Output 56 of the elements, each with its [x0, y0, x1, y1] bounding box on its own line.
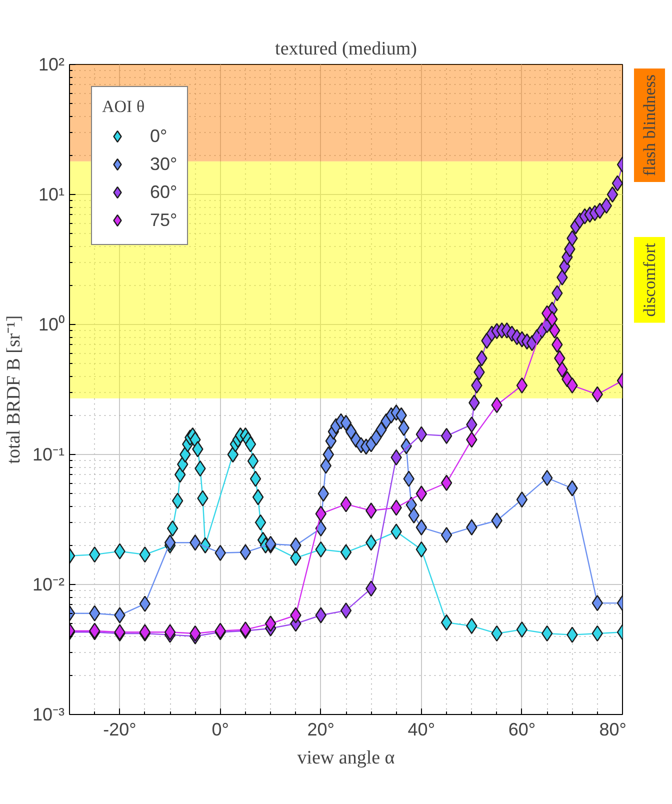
- x-tick-label: 60°: [508, 720, 536, 740]
- point: [541, 470, 553, 486]
- point: [416, 426, 428, 442]
- point: [254, 514, 266, 531]
- point: [541, 625, 553, 642]
- x-tick-label: 80°: [599, 720, 627, 740]
- point: [172, 492, 184, 509]
- point: [440, 428, 452, 444]
- chart-title: textured (medium): [275, 38, 417, 60]
- legend-label: 30°: [150, 154, 178, 174]
- point: [440, 614, 452, 631]
- point: [345, 424, 357, 440]
- point: [440, 526, 452, 544]
- x-axis-title: view angle α: [297, 748, 395, 768]
- y-axis-title: total BRDF B [sr⁻¹]: [3, 315, 24, 464]
- band-label: flash blindness: [640, 74, 659, 176]
- point: [340, 544, 352, 560]
- y-tick-label: 10⁻²: [32, 574, 65, 594]
- y-tick-label: 10⁻¹: [32, 444, 65, 464]
- x-tick-label: -20°: [103, 720, 136, 740]
- point: [416, 541, 428, 558]
- point: [139, 596, 151, 612]
- y-tick-label: 10⁻³: [32, 704, 65, 724]
- legend-label: 60°: [150, 182, 178, 202]
- point: [139, 546, 151, 563]
- point: [600, 198, 612, 214]
- x-tick-label: 0°: [212, 720, 229, 740]
- point: [440, 474, 452, 491]
- point: [340, 602, 352, 619]
- point: [416, 519, 428, 536]
- x-tick-label: 40°: [408, 720, 436, 740]
- point: [264, 616, 276, 632]
- point: [416, 486, 428, 502]
- y-tick-label: 10²: [38, 54, 65, 74]
- point: [240, 544, 252, 560]
- point: [322, 446, 334, 463]
- point: [516, 621, 528, 638]
- y-tick-label: 10¹: [38, 184, 65, 204]
- point: [340, 414, 352, 432]
- legend-label: 75°: [150, 210, 178, 230]
- point: [340, 496, 352, 512]
- point: [252, 489, 264, 506]
- legend-title: AOI θ: [102, 97, 146, 117]
- point: [164, 624, 176, 640]
- point: [166, 520, 178, 537]
- legend-label: 0°: [150, 126, 168, 146]
- point: [244, 436, 256, 452]
- x-tick-label: 20°: [307, 720, 334, 740]
- y-tick-label: 10⁰: [38, 314, 65, 334]
- point: [247, 452, 259, 470]
- point: [164, 534, 176, 551]
- band-label: discomfort: [640, 242, 659, 317]
- point: [250, 470, 262, 487]
- point: [606, 186, 618, 203]
- point: [516, 377, 528, 394]
- point: [516, 491, 528, 508]
